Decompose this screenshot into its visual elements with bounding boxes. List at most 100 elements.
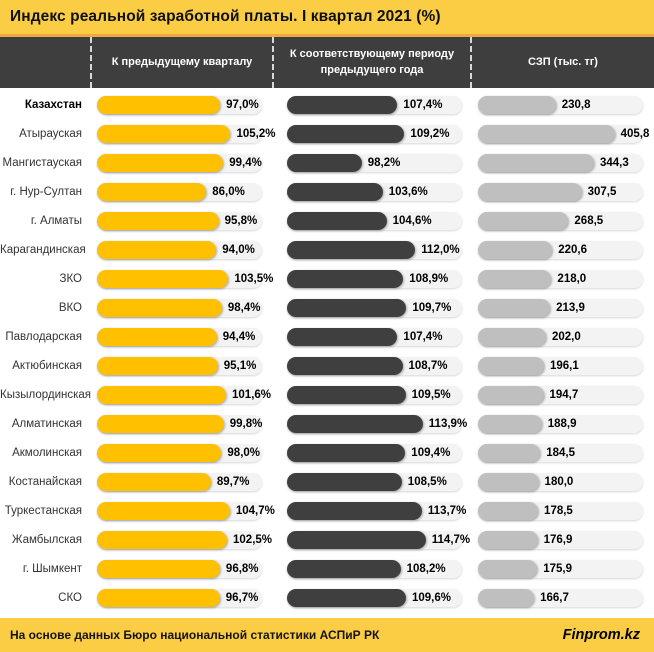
bar-value-label: 109,4% [411, 446, 451, 459]
bar-track: 94,0% [97, 240, 262, 259]
bar-track: 95,8% [97, 211, 262, 230]
bar-cell-series-3: 202,0 [462, 327, 654, 346]
bar-value-label: 218,0 [557, 272, 587, 285]
bar-cell-series-2: 107,4% [262, 327, 462, 346]
bar-track: 94,4% [97, 327, 262, 346]
bar-value-label: 101,6% [232, 388, 272, 401]
column-header-prev-quarter: К предыдущему кварталу [90, 37, 272, 88]
bar-cell-series-3: 166,7 [462, 588, 654, 607]
bar-track: 99,8% [97, 414, 262, 433]
bar-value-label: 230,8 [561, 98, 591, 111]
table-row: Актюбинская 95,1% 108,7% 196,1 [0, 351, 654, 380]
region-label: Кызылординская [0, 388, 92, 401]
bar-value-label: 109,7% [412, 301, 452, 314]
bar-track: 109,6% [287, 588, 462, 607]
bar-track: 109,5% [287, 385, 462, 404]
bar-fill [287, 182, 383, 201]
bar-track: 99,4% [97, 153, 262, 172]
table-row: Атырауская 105,2% 109,2% 405,8 [0, 119, 654, 148]
bar-track: 114,7% [287, 530, 470, 549]
bar-cell-series-3: 194,7 [462, 385, 654, 404]
bar-fill [287, 472, 402, 491]
table-row: Туркестанская 104,7% 113,7% 178,5 [0, 496, 654, 525]
bar-fill [97, 153, 224, 172]
bar-value-label: 96,8% [225, 562, 259, 575]
bar-cell-series-2: 113,9% [262, 414, 467, 433]
region-label: Туркестанская [4, 504, 82, 517]
table-row: г. Шымкент 96,8% 108,2% 175,9 [0, 554, 654, 583]
bar-track: 113,7% [287, 501, 466, 520]
bar-fill [97, 211, 219, 230]
region-label: Казахстан [24, 98, 82, 111]
bar-cell-series-2: 107,4% [262, 95, 462, 114]
bar-cell-series-3: 213,9 [462, 298, 654, 317]
bar-track: 103,5% [97, 269, 273, 288]
bar-fill [97, 356, 218, 375]
table-row: Жамбылская 102,5% 114,7% 176,9 [0, 525, 654, 554]
bar-value-label: 94,0% [222, 243, 255, 256]
bar-track: 98,2% [287, 153, 462, 172]
bar-value-label: 107,4% [403, 98, 443, 111]
table-row: Карагандинская 94,0% 112,0% 220,6 [0, 235, 654, 264]
bar-track: 108,2% [287, 559, 462, 578]
bar-track: 230,8 [478, 95, 643, 114]
bar-track: 220,6 [478, 240, 643, 259]
bar-track: 176,9 [478, 530, 643, 549]
bar-cell-series-3: 307,5 [462, 182, 654, 201]
bar-value-label: 202,0 [551, 330, 581, 343]
region-label: Карагандинская [0, 243, 86, 256]
bar-value-label: 108,7% [408, 359, 448, 372]
table-row: Мангистауская 99,4% 98,2% 344,3 [0, 148, 654, 177]
bar-cell-series-1: 105,2% [92, 124, 276, 143]
bar-track: 113,9% [287, 414, 467, 433]
bar-track: 98,4% [97, 298, 262, 317]
bar-value-label: 99,4% [229, 156, 262, 169]
table-row: СКО 96,7% 109,6% 166,7 [0, 583, 654, 612]
bar-cell-series-3: 230,8 [462, 95, 654, 114]
bar-fill [478, 559, 538, 578]
bar-track: 175,9 [478, 559, 643, 578]
bar-value-label: 103,5% [234, 272, 274, 285]
bar-cell-series-1: 97,0% [92, 95, 262, 114]
brand-logo: Finprom.kz [562, 627, 640, 643]
bar-fill [478, 588, 535, 607]
bar-fill [97, 95, 221, 114]
bar-cell-series-1: 98,4% [92, 298, 262, 317]
bar-track: 268,5 [478, 211, 643, 230]
bar-track: 344,3 [478, 153, 643, 172]
region-label: Актюбинская [12, 359, 82, 372]
bar-fill [97, 269, 229, 288]
bar-track: 307,5 [478, 182, 643, 201]
bar-value-label: 175,9 [543, 562, 573, 575]
source-note: На основе данных Бюро национальной стати… [10, 628, 380, 642]
bar-track: 107,4% [287, 327, 462, 346]
bar-track: 188,9 [478, 414, 643, 433]
bar-cell-series-1: 102,5% [92, 530, 272, 549]
bar-value-label: 95,1% [223, 359, 257, 372]
bar-fill [287, 385, 406, 404]
bar-value-label: 94,4% [222, 330, 256, 343]
bar-cell-series-1: 94,0% [92, 240, 262, 259]
bar-value-label: 184,5 [546, 446, 575, 459]
bar-fill [287, 414, 423, 433]
bar-track: 97,0% [97, 95, 262, 114]
bar-value-label: 98,0% [227, 446, 261, 459]
bar-cell-series-2: 108,7% [262, 356, 462, 375]
page-title: Индекс реальной заработной платы. I квар… [10, 8, 441, 25]
region-label: г. Шымкент [22, 562, 82, 575]
bar-track: 109,4% [287, 443, 462, 462]
column-header-band: К предыдущему кварталу К соответствующем… [0, 37, 654, 88]
bar-value-label: 114,7% [431, 533, 471, 546]
bar-fill [97, 182, 207, 201]
bar-cell-series-3: 344,3 [462, 153, 654, 172]
bar-cell-series-1: 96,8% [92, 559, 262, 578]
bar-value-label: 89,7% [216, 475, 250, 488]
region-label: Костанайская [8, 475, 82, 488]
region-label: ЗКО [59, 272, 82, 285]
bar-cell-series-1: 89,7% [92, 472, 262, 491]
bar-cell-series-3: 178,5 [462, 501, 654, 520]
bar-track: 103,6% [287, 182, 462, 201]
bar-fill [287, 153, 362, 172]
region-label: Атырауская [19, 127, 82, 140]
bar-value-label: 95,8% [224, 214, 258, 227]
